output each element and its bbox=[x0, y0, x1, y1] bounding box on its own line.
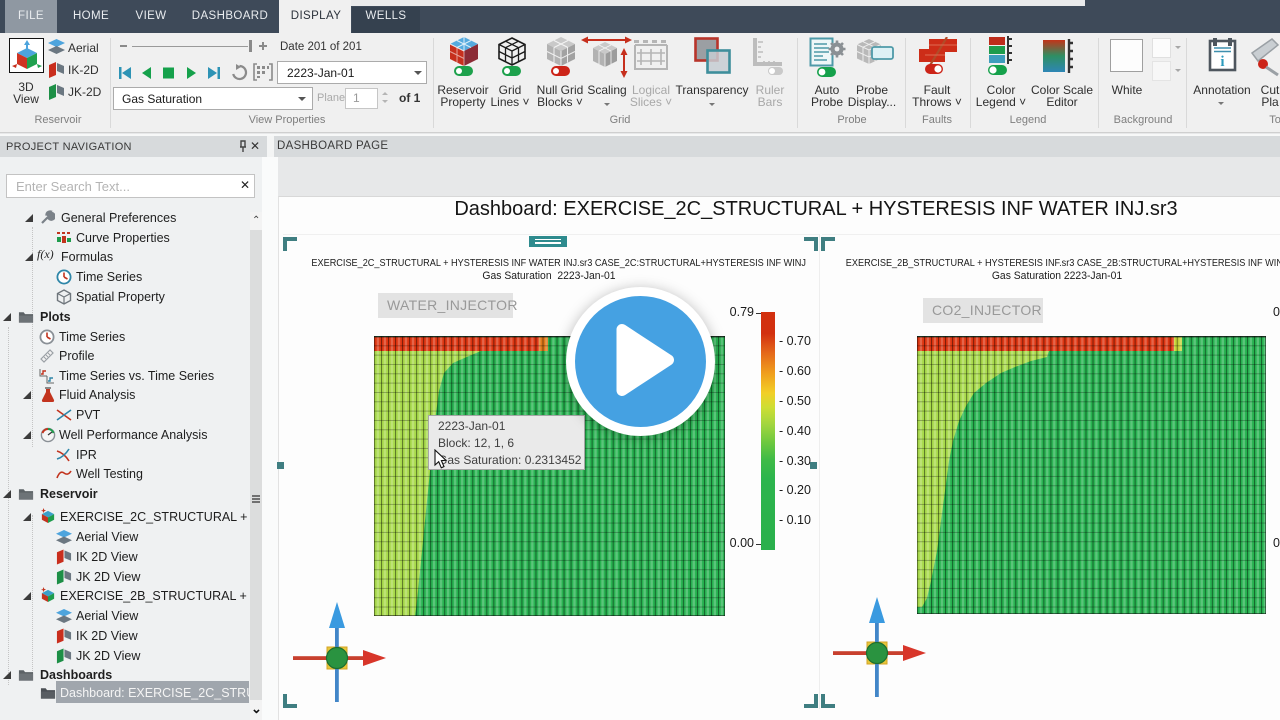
svg-text:i: i bbox=[1220, 54, 1224, 70]
